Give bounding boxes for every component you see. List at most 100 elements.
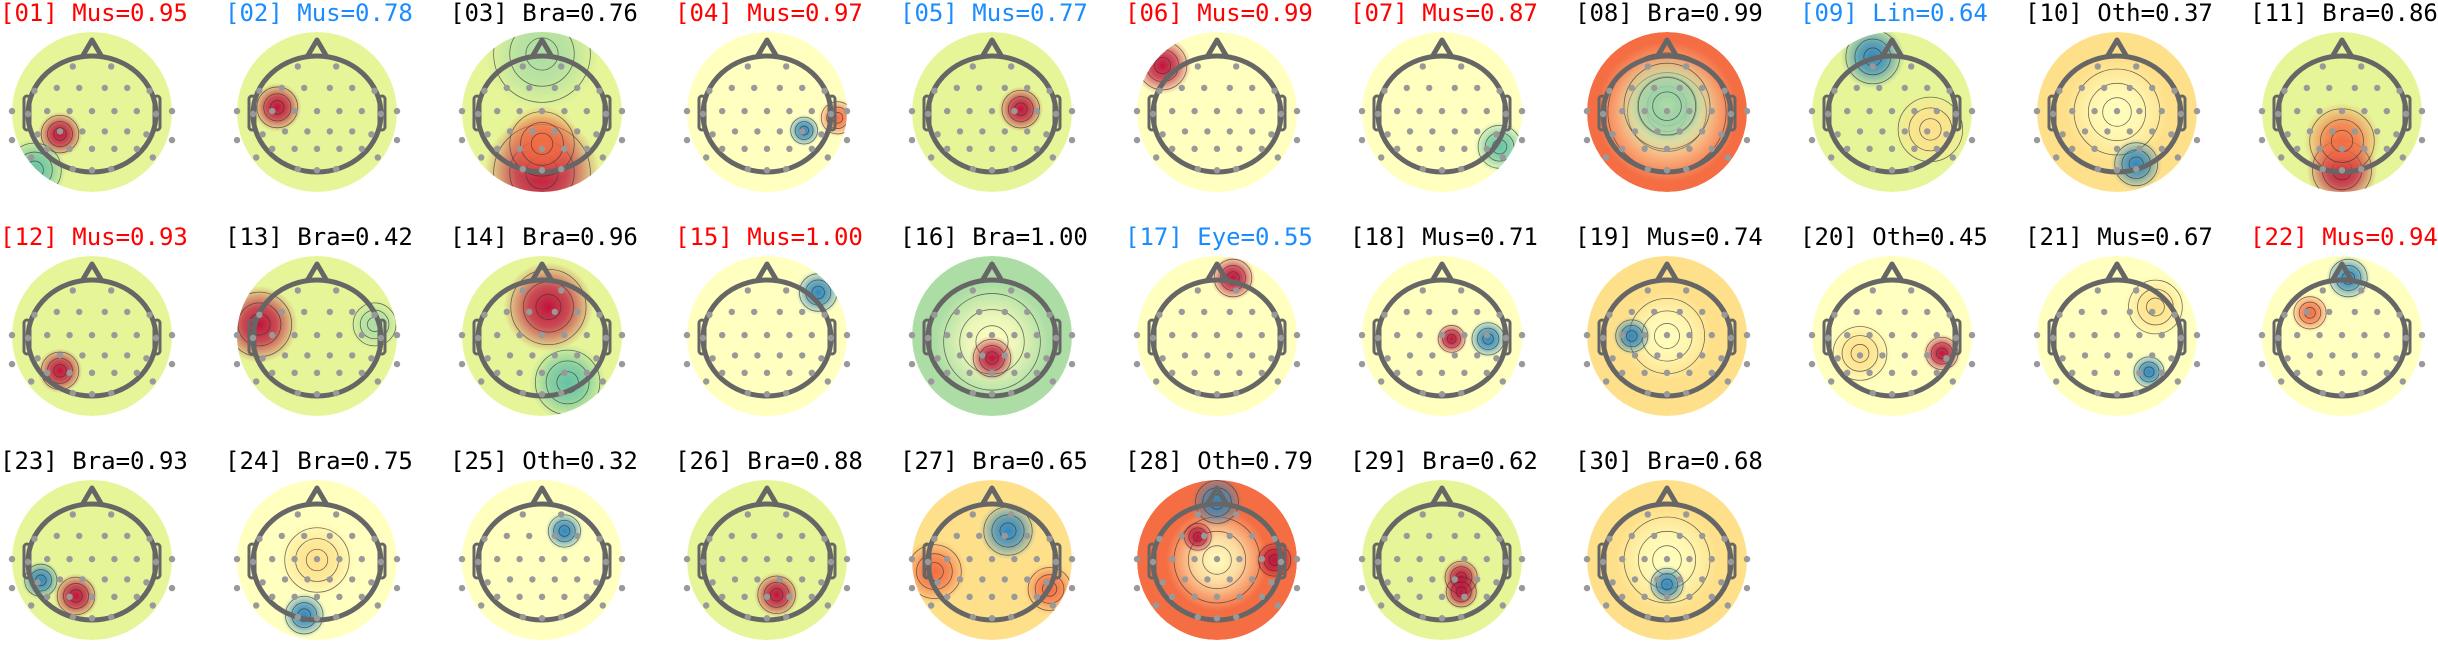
electrode-dot [776,532,783,540]
electrode-dot [1426,84,1433,92]
electrode-dot [1156,311,1163,318]
electrode-dot [2149,352,2156,359]
electrode-dot [269,107,276,115]
electrode-dot [1204,352,1211,359]
electrode-dot [1394,107,1401,115]
electrode-dot [2133,63,2140,70]
topomap [683,480,851,640]
electrode-dot [69,613,77,621]
electrode-dot [908,360,916,368]
electrode-dot [516,331,523,339]
electrode-dot [1968,331,1976,339]
electrode-dot [783,389,790,397]
electrode-dot [1651,532,1658,540]
electrode-dot [2168,355,2175,362]
nose-icon [1654,485,1680,507]
electrode-dot [233,107,241,115]
electrode-dot [1274,378,1281,385]
topomap [458,256,626,416]
electrode-dot [783,287,790,294]
electrode-dot [988,145,996,152]
electrode-dot [979,576,986,583]
electrode-dot [301,532,308,540]
electrode-dot [574,576,581,583]
electrode-dot [763,615,771,622]
electrode-dot [699,110,707,118]
electrode-dot [1583,331,1591,339]
electrode-dot [1394,369,1401,376]
electrode-dot [2338,369,2346,376]
electrode-dot [2069,331,2076,339]
electrode-dot [1204,576,1211,583]
electrode-dot [1451,128,1458,135]
electrode-dot [1631,576,1639,583]
electrode-dot [1033,555,1040,563]
electrode-dot [1641,145,1648,152]
electrode-dot [1866,107,1873,115]
contour-line [2298,301,2322,324]
electrode-dot [2316,107,2323,115]
electrode-dot [574,128,581,135]
electrode-dot [1258,593,1265,600]
electrode-dot [333,165,340,173]
electrode-dot [783,511,790,518]
contour-line [284,527,350,593]
electrode-dot [519,63,526,70]
electrode-dot [602,334,610,342]
electrode-dot [824,378,831,385]
electrode-dot [1641,555,1648,563]
electrode-dot [763,331,771,339]
electrode-dot [754,576,761,583]
electrode-dot [1888,391,1896,398]
electrode-dot [1293,584,1301,592]
electrode-dot [146,311,153,318]
electrode-dot [1438,107,1446,115]
electrode-dot [2193,360,2201,368]
electrode-dot [1654,576,1661,583]
activation-blob [979,502,1037,560]
electrode-dot [1191,593,1198,600]
electrode-dot [506,352,514,359]
component-title: [11] Bra=0.86 [2250,0,2438,27]
electrode-dot [1249,84,1256,92]
activation-blob [1474,121,1522,173]
electrode-dot [124,84,131,92]
electrode-dot [808,331,815,339]
electrode-dot [133,107,140,115]
electrode-dot [2284,131,2291,138]
electrode-dot [336,331,343,339]
electrode-dot [133,555,140,563]
electrode-dot [24,334,32,342]
electrode-dot [706,535,713,542]
electrode-dot [1194,287,1201,294]
component-title: [21] Mus=0.67 [2025,223,2213,251]
electrode-dot [1663,107,1671,115]
electrode-dot [538,167,546,174]
electrode-dot [2361,107,2368,115]
electrode-dot [1191,145,1198,152]
electrode-dot [1277,110,1285,118]
electrode-dot [786,593,793,600]
electrode-dot [561,107,568,115]
electrode-dot [44,145,51,152]
component-topomap-18: [18] Mus=0.71 [1350,222,1575,446]
electrode-dot [944,145,951,152]
contour-line [1637,77,1697,136]
contour-line [1650,567,1684,601]
electrode-dot [1686,107,1693,115]
electrode-dot [1194,389,1201,397]
electrode-dot [34,131,41,138]
electrode-dot [1888,167,1896,174]
electrode-dot [1968,360,1976,368]
contour-line [237,291,293,358]
electrode-dot [44,593,51,600]
electrode-dot [979,128,986,135]
electrode-dot [2136,145,2143,152]
electrode-dot [969,511,976,518]
electrode-dot [1683,287,1690,294]
contour-line [943,293,1041,391]
electrode-dot [1619,145,1626,152]
electrode-dot [1213,167,1221,174]
contour-line [2329,258,2368,298]
electrode-dot [1901,84,1908,92]
